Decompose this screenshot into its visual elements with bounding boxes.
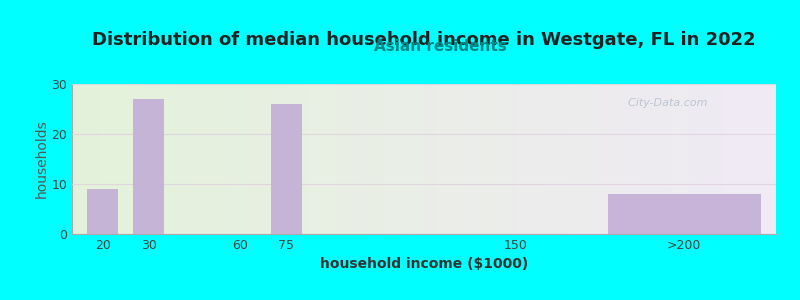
Title: Distribution of median household income in Westgate, FL in 2022: Distribution of median household income … <box>92 31 756 49</box>
Bar <box>134 99 164 234</box>
Bar <box>271 104 302 234</box>
Bar <box>608 194 761 234</box>
Text: Asian residents: Asian residents <box>374 39 506 54</box>
X-axis label: household income ($1000): household income ($1000) <box>320 257 528 272</box>
Text: City-Data.com: City-Data.com <box>621 98 708 107</box>
Y-axis label: households: households <box>34 120 49 198</box>
Bar <box>87 189 118 234</box>
